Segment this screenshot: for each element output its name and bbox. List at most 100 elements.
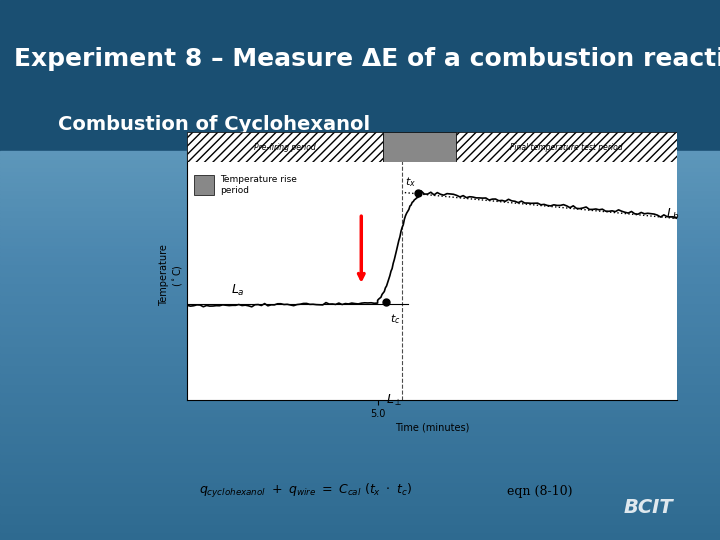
Bar [0,494,720,497]
Bar [0,431,720,435]
Bar [0,213,720,217]
Bar [0,275,720,280]
Bar [0,190,720,194]
Bar [0,381,720,384]
Bar [0,497,720,501]
Bar [0,319,720,322]
Bar [0,256,720,260]
Bar [0,342,720,346]
Bar [0,411,720,416]
Bar [0,334,720,338]
Bar [0,178,720,183]
Bar [0,427,720,431]
Bar [0,482,720,485]
Bar [0,322,720,326]
Text: $t_c$: $t_c$ [390,313,400,326]
Bar [0,159,720,163]
Bar [0,0,720,151]
Text: $L_b$: $L_b$ [666,207,680,222]
Bar [0,167,720,171]
Bar [187,132,383,162]
Bar [0,357,720,361]
Bar [0,404,720,408]
Bar [0,420,720,423]
Bar [0,466,720,470]
Bar [0,264,720,268]
Y-axis label: Temperature
($^\circ$C): Temperature ($^\circ$C) [160,245,184,306]
Bar [0,377,720,381]
Text: $L_\perp$: $L_\perp$ [386,393,402,408]
Text: Combustion of Cyclohexanol: Combustion of Cyclohexanol [58,114,370,134]
Bar [0,221,720,225]
Bar [0,163,720,167]
Bar [0,307,720,310]
Bar [0,303,720,307]
Bar [0,408,720,411]
Bar [0,310,720,314]
Bar [0,462,720,466]
Text: $q_{cyclohexanol}\ +\ q_{wire}\ =\ C_{cal}\ (t_x\ \cdot\ t_c)$: $q_{cyclohexanol}\ +\ q_{wire}\ =\ C_{ca… [199,482,412,501]
Bar [0,450,720,455]
Bar [0,474,720,478]
Bar [0,521,720,524]
Text: Experiment 8 – Measure ΔE of a combustion reaction: Experiment 8 – Measure ΔE of a combustio… [14,48,720,71]
Text: eqn (8-10): eqn (8-10) [508,485,573,498]
Bar [0,369,720,373]
Bar [0,198,720,202]
Bar [0,416,720,420]
Bar [0,388,720,392]
Bar [456,132,677,162]
Bar [0,528,720,532]
Bar [0,174,720,178]
Bar [0,206,720,210]
Bar [0,291,720,295]
Bar [383,132,456,162]
Bar [0,517,720,521]
Bar [0,439,720,443]
Text: Temperature rise
period: Temperature rise period [220,176,297,194]
Bar [0,396,720,400]
Bar [0,245,720,248]
Bar [0,509,720,513]
Bar [0,489,720,494]
Bar [0,365,720,369]
Bar [0,353,720,357]
Bar [0,435,720,439]
Bar [0,241,720,245]
Bar [0,194,720,198]
Bar [0,248,720,252]
Bar [0,443,720,447]
Bar [0,501,720,505]
Bar [0,155,720,159]
Bar [0,423,720,427]
Bar [0,392,720,396]
Bar [0,210,720,213]
Bar [0,361,720,365]
Bar [0,513,720,517]
Bar [194,175,214,195]
Bar [0,295,720,299]
Bar [0,349,720,353]
Bar [0,217,720,221]
Bar [0,470,720,474]
Bar [0,338,720,342]
Bar [0,233,720,237]
Bar [0,260,720,264]
Bar [0,284,720,287]
Bar [0,458,720,462]
Bar [0,268,720,272]
Bar [0,280,720,284]
Text: BCIT: BCIT [624,498,672,517]
Bar [0,171,720,174]
Bar [0,202,720,206]
Bar [0,225,720,229]
Bar [0,252,720,256]
Bar [0,330,720,334]
Bar [0,485,720,489]
Bar [0,314,720,319]
Bar [0,151,720,155]
Bar [0,532,720,536]
Bar [0,373,720,377]
Text: Final temperature test period: Final temperature test period [510,143,623,152]
Bar [0,272,720,275]
